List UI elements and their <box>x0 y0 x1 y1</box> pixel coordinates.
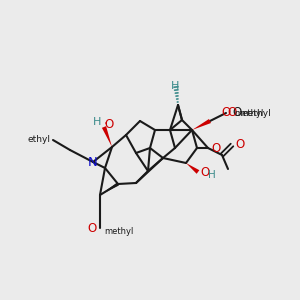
Text: O: O <box>221 106 231 119</box>
Text: O: O <box>227 106 236 119</box>
Text: H: H <box>93 117 101 127</box>
Text: H: H <box>171 81 179 91</box>
Text: O: O <box>232 106 241 119</box>
Text: O: O <box>87 221 97 235</box>
Polygon shape <box>100 182 119 195</box>
Polygon shape <box>186 163 199 174</box>
Text: ·: · <box>104 117 108 131</box>
Text: ethyl: ethyl <box>27 136 50 145</box>
Text: O: O <box>211 142 220 154</box>
Polygon shape <box>102 126 112 147</box>
Text: N: N <box>88 155 98 169</box>
Text: H: H <box>208 170 216 180</box>
Text: O: O <box>104 118 114 130</box>
Text: methyl: methyl <box>234 109 263 118</box>
Text: O: O <box>235 139 244 152</box>
Text: O: O <box>200 166 209 178</box>
Text: methyl: methyl <box>239 109 271 118</box>
Text: methyl: methyl <box>104 227 134 236</box>
Polygon shape <box>192 119 211 130</box>
